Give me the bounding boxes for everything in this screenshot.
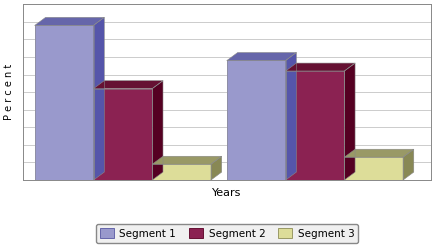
Polygon shape xyxy=(344,63,354,180)
Bar xyxy=(344,157,402,180)
Bar xyxy=(93,88,152,180)
Polygon shape xyxy=(210,156,221,180)
Polygon shape xyxy=(93,17,104,180)
Bar xyxy=(35,25,93,180)
Y-axis label: P e r c e n t: P e r c e n t xyxy=(4,64,14,120)
Polygon shape xyxy=(152,81,163,180)
Polygon shape xyxy=(35,17,104,25)
Polygon shape xyxy=(152,156,221,164)
X-axis label: Years: Years xyxy=(212,188,241,198)
Polygon shape xyxy=(285,63,354,71)
Polygon shape xyxy=(285,52,296,180)
Bar xyxy=(152,164,210,180)
Legend: Segment 1, Segment 2, Segment 3: Segment 1, Segment 2, Segment 3 xyxy=(95,224,358,243)
Bar xyxy=(285,71,344,180)
Polygon shape xyxy=(93,81,163,88)
Polygon shape xyxy=(227,52,296,60)
Bar xyxy=(227,60,285,180)
Polygon shape xyxy=(344,149,413,157)
Polygon shape xyxy=(402,149,413,180)
